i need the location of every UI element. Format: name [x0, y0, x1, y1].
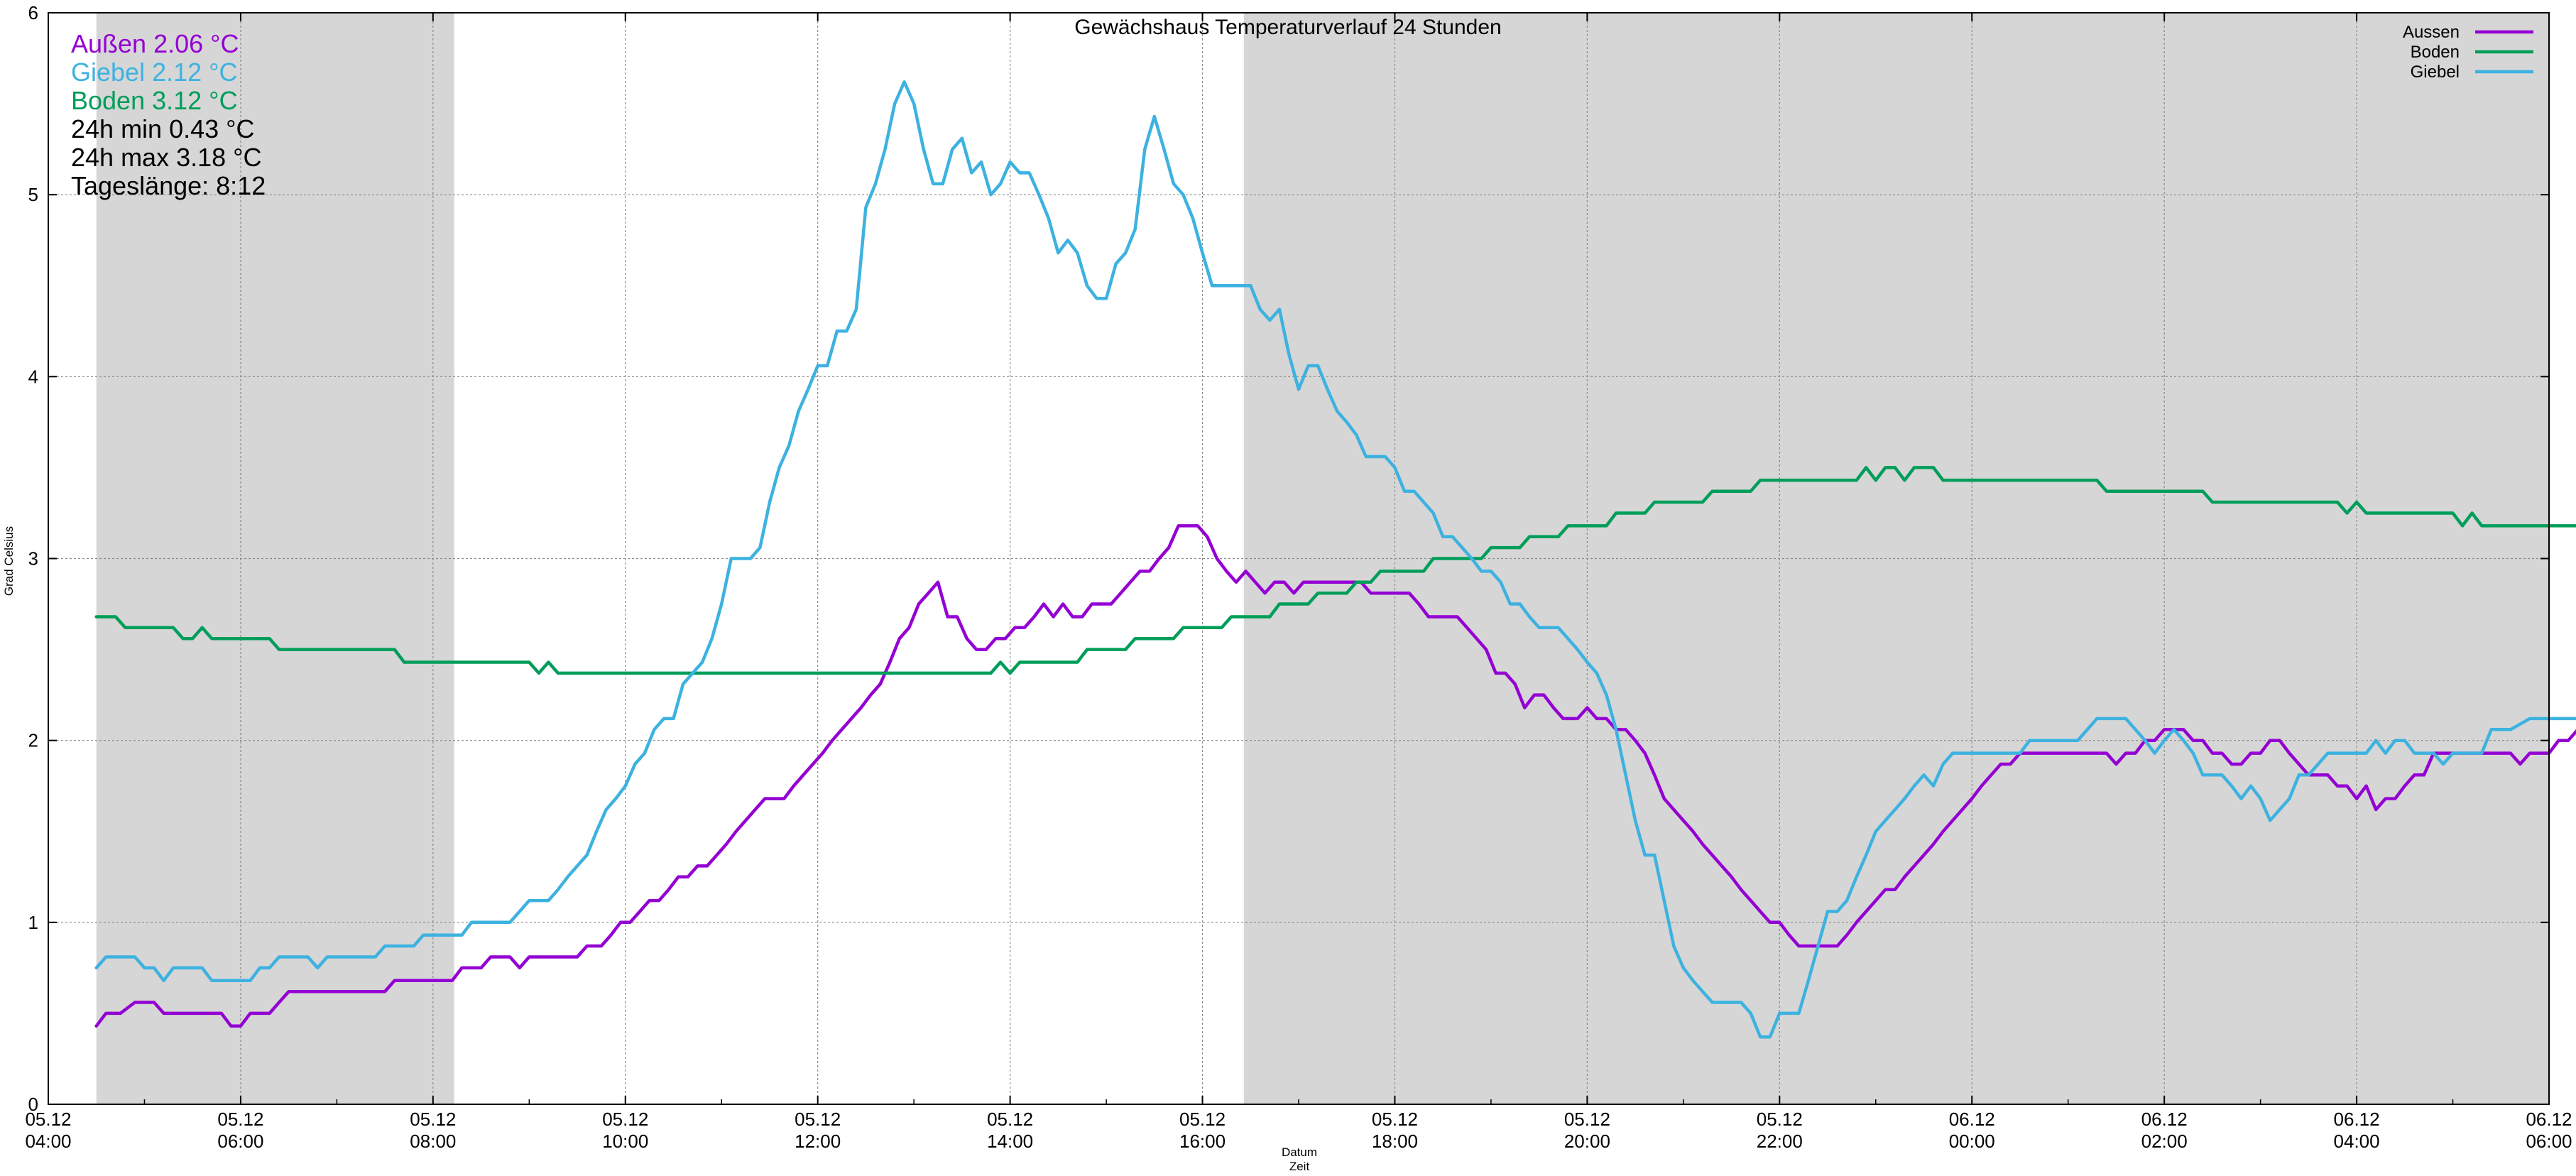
y-tick-label: 0	[28, 1094, 38, 1115]
x-tick-label-date: 06.12	[2334, 1109, 2380, 1130]
x-tick-label-date: 06.12	[1949, 1109, 1995, 1130]
x-tick-label-date: 05.12	[987, 1109, 1033, 1130]
x-tick-label-time: 04:00	[25, 1131, 71, 1152]
x-tick-label-date: 05.12	[217, 1109, 263, 1130]
info-line-5: Tageslänge: 8:12	[71, 171, 266, 200]
x-tick-label-date: 05.12	[1757, 1109, 1803, 1130]
x-tick-label-time: 16:00	[1179, 1131, 1226, 1152]
legend-label-giebel: Giebel	[2411, 62, 2460, 82]
x-tick-label-date: 05.12	[1179, 1109, 1226, 1130]
series-line-aussen	[94, 524, 2576, 1028]
x-tick-label-date: 05.12	[1564, 1109, 1610, 1130]
x-tick-label-time: 02:00	[2141, 1131, 2188, 1152]
legend-label-boden: Boden	[2411, 43, 2460, 62]
x-tick-label-date: 05.12	[1372, 1109, 1418, 1130]
legend-label-aussen: Aussen	[2403, 23, 2460, 42]
info-line-4: 24h max 3.18 °C	[71, 143, 262, 172]
series-line-giebel	[94, 80, 2576, 1039]
axis-layer: 012345605.1204:0005.1206:0005.1208:0005.…	[25, 2, 2572, 1152]
y-tick-label: 1	[28, 912, 38, 933]
x-tick-label-time: 00:00	[1949, 1131, 1995, 1152]
x-tick-label-time: 04:00	[2334, 1131, 2380, 1152]
y-tick-label: 4	[28, 366, 38, 387]
x-tick-label-date: 06.12	[2141, 1109, 2188, 1130]
x-tick-label-date: 05.12	[795, 1109, 841, 1130]
info-line-1: Giebel 2.12 °C	[71, 58, 238, 87]
info-line-3: 24h min 0.43 °C	[71, 114, 255, 143]
y-tick-label: 3	[28, 548, 38, 570]
x-tick-label-time: 18:00	[1372, 1131, 1418, 1152]
y-tick-label: 5	[28, 184, 38, 205]
x-tick-label-time: 10:00	[602, 1131, 648, 1152]
x-tick-label-date: 05.12	[25, 1109, 71, 1130]
x-tick-label-time: 20:00	[1564, 1131, 1610, 1152]
y-tick-label: 2	[28, 730, 38, 751]
series-line-boden	[94, 466, 2576, 675]
x-axis-label-line1: Datum	[1282, 1145, 1317, 1159]
x-tick-label-date: 05.12	[602, 1109, 648, 1130]
chart-title: Gewächshaus Temperaturverlauf 24 Stunden	[1074, 16, 1501, 39]
info-line-2: Boden 3.12 °C	[71, 86, 238, 115]
series-layer	[94, 80, 2576, 1039]
x-tick-label-time: 06:00	[2526, 1131, 2572, 1152]
x-tick-label-time: 22:00	[1757, 1131, 1803, 1152]
x-tick-label-time: 14:00	[987, 1131, 1033, 1152]
x-tick-label-time: 06:00	[217, 1131, 263, 1152]
y-axis-label: Grad Celsius	[2, 526, 16, 596]
x-tick-label-time: 08:00	[410, 1131, 456, 1152]
y-tick-label: 6	[28, 2, 38, 23]
x-tick-label-date: 06.12	[2526, 1109, 2572, 1130]
x-tick-label-time: 12:00	[795, 1131, 841, 1152]
x-axis-label-line2: Zeit	[1289, 1160, 1310, 1173]
x-tick-label-date: 05.12	[410, 1109, 456, 1130]
info-line-0: Außen 2.06 °C	[71, 29, 239, 58]
